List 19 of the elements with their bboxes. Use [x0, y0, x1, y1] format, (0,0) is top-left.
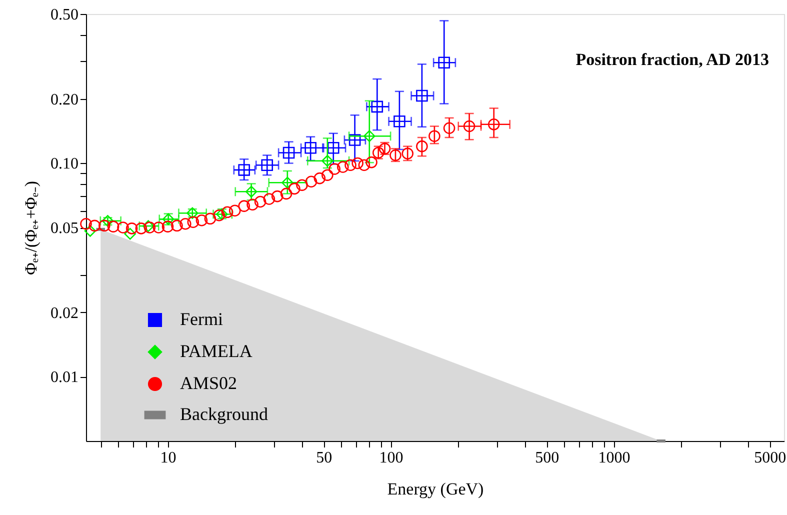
legend-label: AMS02 — [180, 373, 238, 393]
x-axis-title: Energy (GeV) — [387, 480, 484, 498]
legend-label: Background — [180, 404, 268, 424]
y-axis-title: Φₑ₊/(Φₑ₊+Φₑ₋) — [22, 181, 40, 275]
y-tick-label: 0.05 — [50, 220, 78, 237]
y-tick-label: 0.20 — [50, 91, 78, 108]
y-tick-label: 0.02 — [50, 304, 78, 322]
x-tick-label: 1000 — [598, 450, 630, 466]
x-tick-label: 50 — [316, 450, 332, 466]
y-tick-label: 0.10 — [50, 156, 78, 173]
legend-label: PAMELA — [180, 341, 252, 361]
x-tick-label: 5000 — [754, 450, 786, 466]
x-tick-label: 10 — [160, 450, 176, 466]
legend-label: Fermi — [180, 309, 223, 329]
text: Positron fraction, AD 2013 — [576, 50, 769, 69]
y-tick-label: 0.01 — [50, 369, 78, 386]
y-tick-label: 0.50 — [50, 6, 78, 24]
x-tick-label: 500 — [535, 450, 560, 466]
x-tick-label: 100 — [379, 450, 404, 466]
